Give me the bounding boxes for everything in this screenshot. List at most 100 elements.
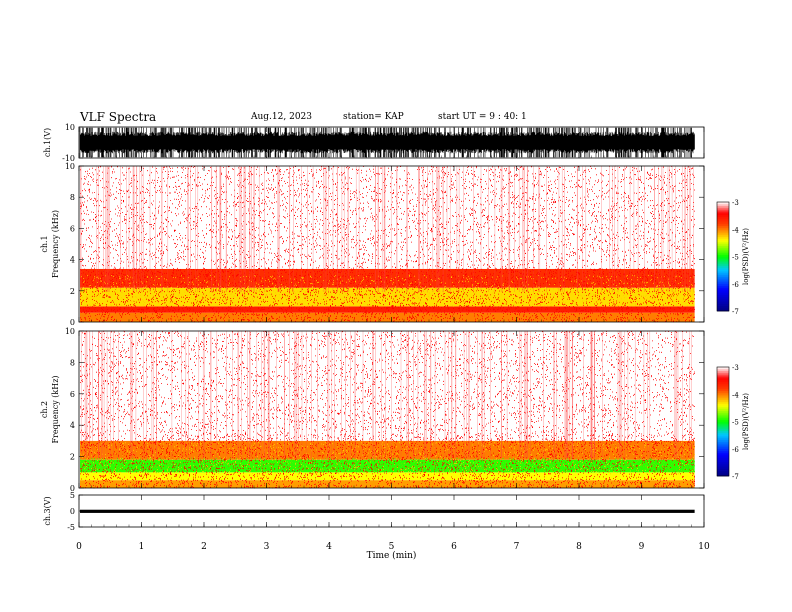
x-axis-label: Time (min) <box>367 550 417 561</box>
colorbar-cell <box>717 448 729 451</box>
colorbar-cell <box>717 372 729 375</box>
colorbar-cell <box>717 436 729 439</box>
colorbar-cell <box>717 245 729 248</box>
colorbar-cell <box>717 430 729 433</box>
ch1-trace <box>79 127 695 158</box>
y-tick-label: -5 <box>67 523 75 532</box>
colorbar-cell <box>717 459 729 462</box>
x-tick-label: 5 <box>389 542 395 552</box>
colorbar-cell <box>717 457 729 461</box>
colorbar-cell <box>717 214 729 217</box>
colorbar-tick-label: -7 <box>732 473 739 481</box>
y-tick-label: 10 <box>65 162 75 171</box>
colorbar-cell <box>717 421 729 424</box>
colorbar-label: log(PSD)(V²/Hz) <box>742 393 750 450</box>
y-tick-label: 5 <box>70 491 75 500</box>
x-tick-label: 8 <box>576 542 582 552</box>
colorbar-cell <box>717 223 729 227</box>
x-tick-label: 0 <box>76 542 82 552</box>
colorbar-cell <box>717 202 729 205</box>
colorbar-cell <box>717 205 729 208</box>
colorbar-cell <box>717 254 729 257</box>
ch1-spectrogram: 0 2 4 6 8 10 ch.1 Frequency (kHz) <box>40 162 705 327</box>
colorbar-cell <box>717 414 729 417</box>
colorbar-cell <box>717 301 729 305</box>
colorbar-cell <box>717 249 729 252</box>
colorbar-cell <box>717 207 729 210</box>
colorbar-cell <box>717 432 729 435</box>
colorbar-cell <box>717 232 729 236</box>
colorbar-cell <box>717 211 729 214</box>
y-axis-label: Frequency (kHz) <box>51 375 60 443</box>
colorbar: -3 -4 -5 -6 -7 log(PSD)(V²/Hz) <box>716 199 750 316</box>
colorbar-tick-label: -7 <box>732 308 739 316</box>
y-axis-label: Frequency (kHz) <box>51 210 60 278</box>
colorbar-cell <box>717 392 729 395</box>
start-time-label: start UT = 9 : 40: 1 <box>438 112 527 122</box>
y-tick-label: 6 <box>70 390 75 399</box>
colorbar-cell <box>717 280 729 283</box>
colorbar-cell <box>717 383 729 386</box>
colorbar-cell <box>717 425 729 428</box>
colorbar-cell <box>717 439 729 442</box>
colorbar-cell <box>717 412 729 415</box>
colorbar-cell <box>717 465 729 468</box>
colorbar-cell <box>717 289 729 292</box>
colorbar-cell <box>717 229 729 232</box>
colorbar-cell <box>717 450 729 453</box>
colorbar-cell <box>717 377 729 381</box>
date-label: Aug.12, 2023 <box>251 112 312 122</box>
colorbar-cell <box>717 385 729 388</box>
colorbar-cell <box>717 399 729 402</box>
colorbar-cell <box>717 381 729 384</box>
spectrum-speckle-green <box>80 457 695 473</box>
colorbar-cell <box>717 243 729 246</box>
colorbar-cell <box>717 403 729 406</box>
colorbar-cell <box>717 394 729 397</box>
y-tick-label: 10 <box>65 123 75 132</box>
colorbar-tick-label: -5 <box>732 254 739 262</box>
colorbar-cell <box>717 221 729 225</box>
colorbar-cell <box>717 468 729 471</box>
colorbar-cell <box>717 445 729 448</box>
colorbar-cell <box>717 367 729 370</box>
colorbar-tick-label: -6 <box>732 446 739 454</box>
colorbar-cell <box>717 368 729 372</box>
colorbar-cell <box>717 374 729 377</box>
x-tick-label: 7 <box>514 542 520 552</box>
colorbar-cell <box>717 443 729 446</box>
colorbar-cell <box>717 441 729 444</box>
ch3-waveform: 5 0 -5 ch.3(V) <box>43 491 705 532</box>
colorbar-cell <box>717 281 729 285</box>
y-tick-label: 2 <box>70 453 75 462</box>
colorbar-cell <box>717 218 729 221</box>
colorbar-cell <box>717 388 729 392</box>
colorbar-cell <box>717 258 729 261</box>
colorbar-cell <box>717 474 729 477</box>
y-axis-label: ch.1(V) <box>43 128 52 157</box>
colorbar-cell <box>717 463 729 466</box>
y-tick-label: 0 <box>70 484 75 493</box>
y-tick-label: 4 <box>70 256 75 265</box>
spectrum-band <box>80 312 695 322</box>
y-tick-label: 0 <box>70 507 75 516</box>
colorbar-cell <box>717 278 729 281</box>
colorbar-cell <box>717 452 729 455</box>
colorbar-cell <box>717 466 729 470</box>
spectrum-band <box>80 472 695 481</box>
y-axis-label: ch.3(V) <box>43 496 52 525</box>
x-tick-label: 3 <box>264 542 270 552</box>
colorbar-frame <box>716 201 730 312</box>
colorbar-cell <box>717 269 729 272</box>
colorbar-cell <box>717 291 729 294</box>
colorbar-cell <box>717 225 729 228</box>
colorbar-cell <box>717 305 729 308</box>
colorbar-cell <box>717 252 729 256</box>
x-tick-label: 1 <box>139 542 145 552</box>
colorbar-cell <box>717 416 729 419</box>
colorbar-cell <box>717 220 729 223</box>
y-tick-label: 10 <box>65 327 75 336</box>
y-tick-label: 4 <box>70 421 75 430</box>
colorbar-cell <box>717 437 729 441</box>
spectrum-band <box>80 306 695 313</box>
